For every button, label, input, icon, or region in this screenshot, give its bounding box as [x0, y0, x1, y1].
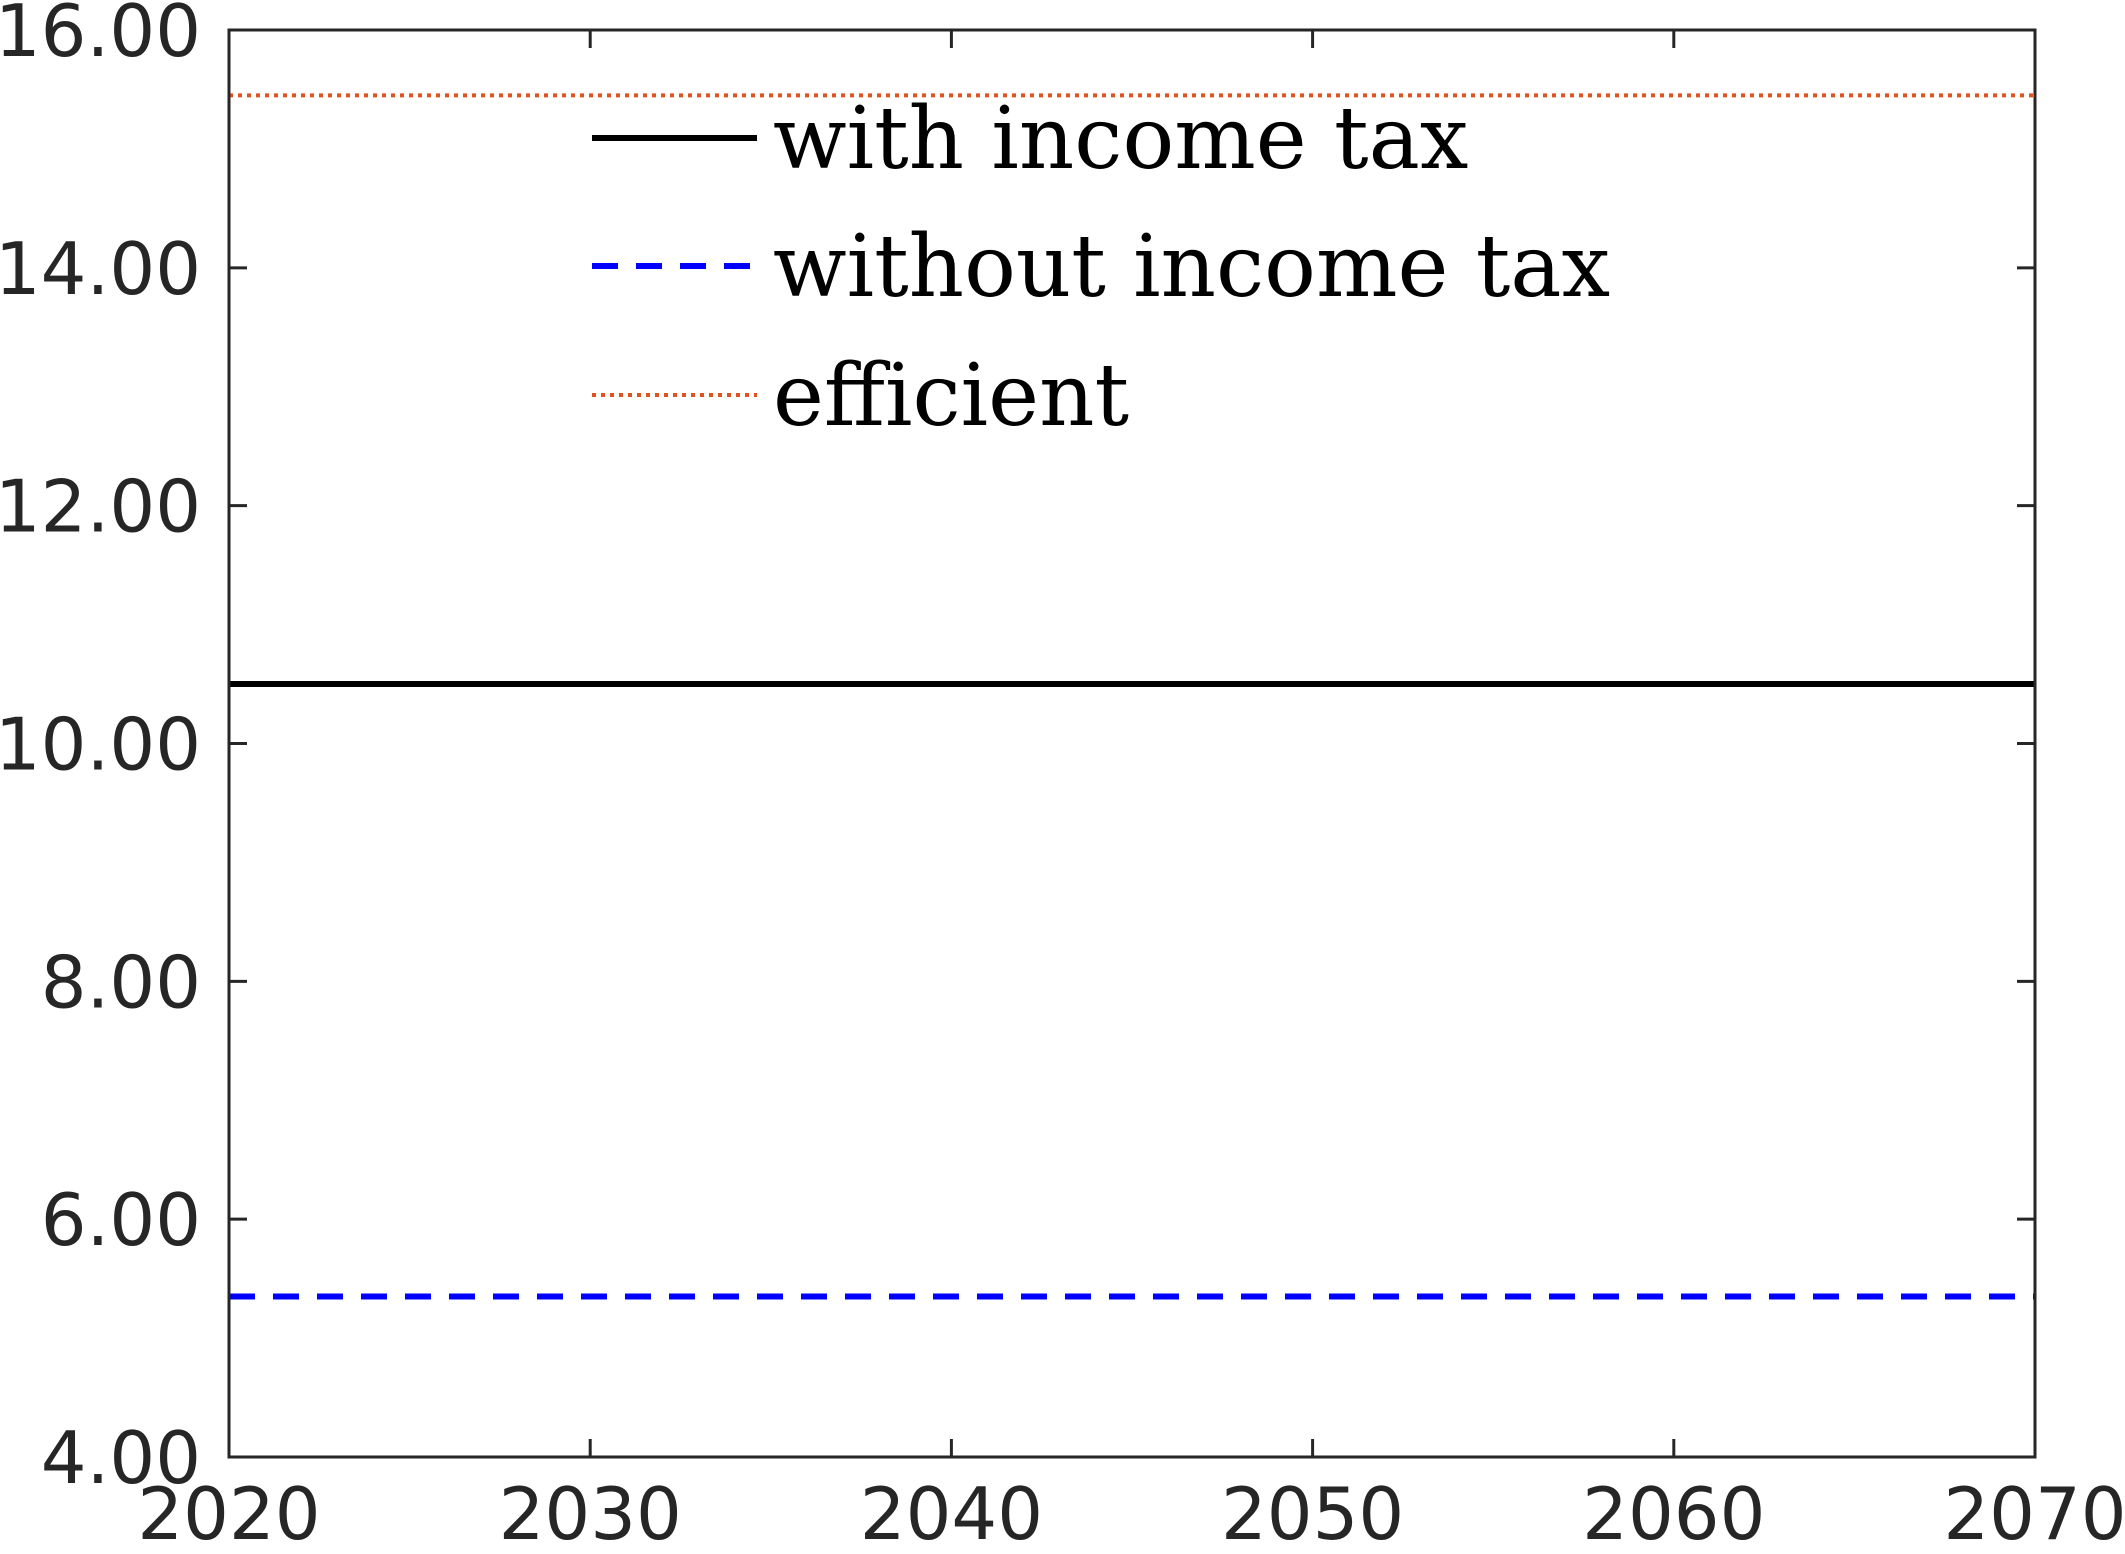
- legend-label-efficient: efficient: [773, 346, 1129, 446]
- x-tick-label: 2020: [137, 1472, 320, 1554]
- y-tick-label: 10.00: [0, 703, 201, 787]
- y-tick-label: 14.00: [0, 227, 201, 311]
- x-tick-label: 2050: [1221, 1472, 1404, 1554]
- y-tick-label: 16.00: [0, 0, 201, 73]
- x-tick-label: 2030: [499, 1472, 682, 1554]
- legend-label-without-income-tax: without income tax: [773, 217, 1610, 317]
- x-tick-label: 2070: [1943, 1472, 2125, 1554]
- y-tick-label: 8.00: [41, 940, 201, 1024]
- legend: with income tax without income tax efficie…: [592, 89, 1610, 446]
- y-tick-label: 12.00: [0, 465, 201, 549]
- y-tick-label: 6.00: [41, 1178, 201, 1262]
- y-tick-label: 4.00: [41, 1416, 201, 1500]
- legend-label-with-income-tax: with income tax: [773, 89, 1468, 189]
- x-tick-label: 2060: [1582, 1472, 1765, 1554]
- x-tick-label: 2040: [860, 1472, 1043, 1554]
- series-layer: [229, 93, 2035, 1300]
